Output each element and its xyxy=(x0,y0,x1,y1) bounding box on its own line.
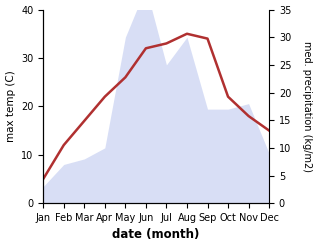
Y-axis label: max temp (C): max temp (C) xyxy=(5,70,16,142)
X-axis label: date (month): date (month) xyxy=(113,228,200,242)
Y-axis label: med. precipitation (kg/m2): med. precipitation (kg/m2) xyxy=(302,41,313,172)
